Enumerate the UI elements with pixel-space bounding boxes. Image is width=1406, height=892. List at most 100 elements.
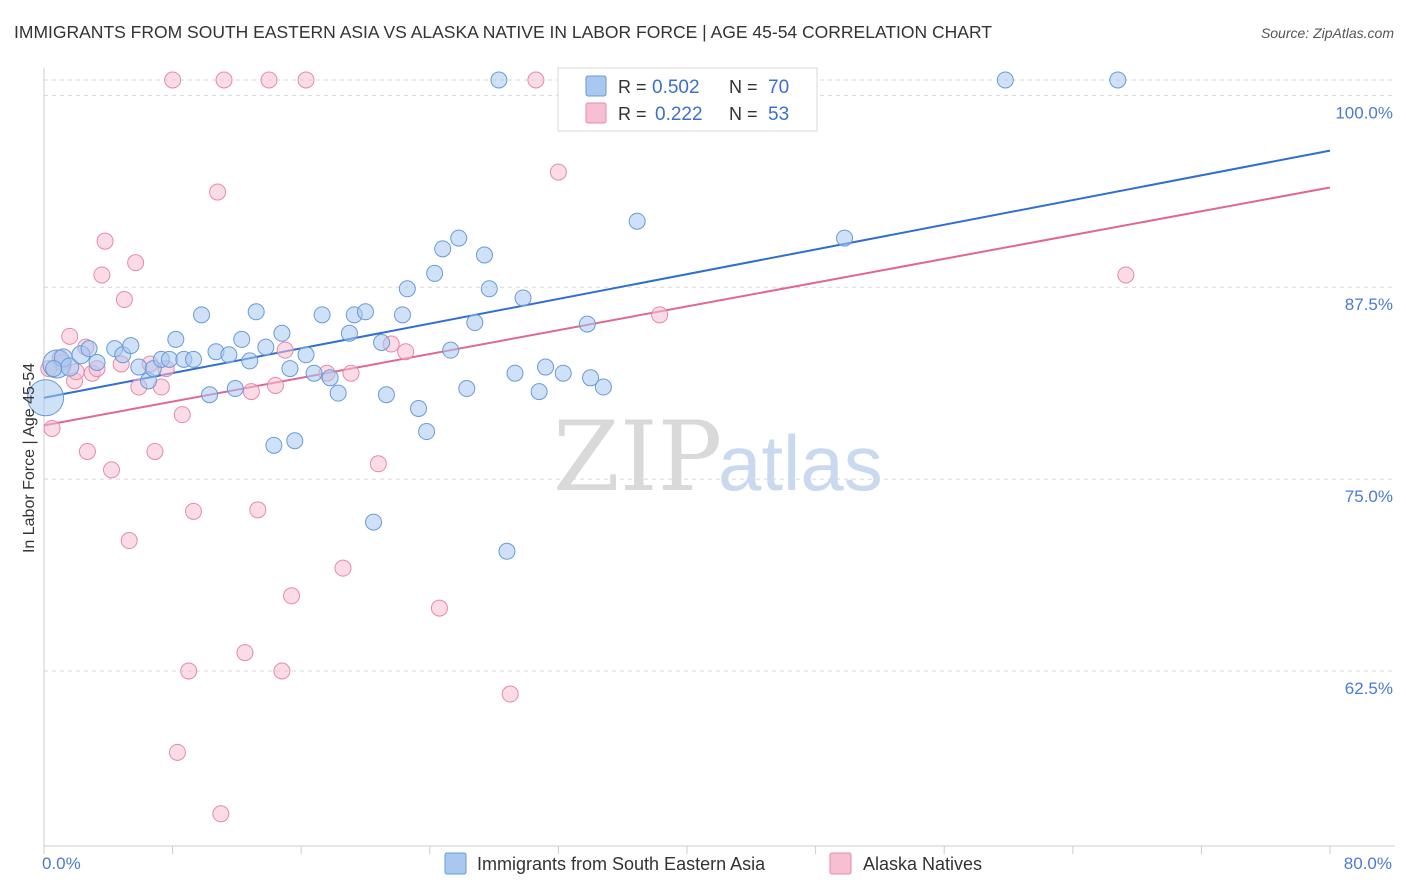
scatter-point-blue xyxy=(996,71,1014,89)
scatter-point-pink xyxy=(342,364,360,382)
series-legend: Immigrants from South Eastern Asia Alask… xyxy=(444,852,982,875)
scatter-point-blue xyxy=(329,384,347,402)
x-tick-label-min: 0.0% xyxy=(42,854,81,873)
scatter-point-pink xyxy=(93,266,111,284)
trend-line-pink xyxy=(43,186,1331,427)
scatter-point-blue xyxy=(201,386,219,404)
scatter-point-pink xyxy=(209,183,227,201)
scatter-point-pink xyxy=(266,376,284,394)
scatter-point-blue xyxy=(836,229,854,247)
scatter-point-pink xyxy=(103,461,121,479)
scatter-point-blue xyxy=(554,364,572,382)
scatter-point-pink xyxy=(78,442,96,460)
stats-legend-r-label: R = xyxy=(618,104,647,124)
scatter-point-blue xyxy=(122,337,140,355)
scatter-point-pink xyxy=(146,442,164,460)
scatter-point-pink xyxy=(215,71,233,89)
axes xyxy=(43,68,1395,854)
scatter-point-blue xyxy=(241,352,259,370)
scatter-point-pink xyxy=(397,343,415,361)
scatter-point-blue xyxy=(286,432,304,450)
scatter-point-blue xyxy=(313,306,331,324)
watermark: ZIP atlas xyxy=(553,401,883,513)
scatter-point-blue xyxy=(27,379,65,417)
stats-legend-r-label: R = xyxy=(618,77,647,97)
trend-line-blue xyxy=(43,149,1331,399)
scatter-point-pink xyxy=(527,71,545,89)
scatter-point-blue xyxy=(426,264,444,282)
scatter-point-blue xyxy=(466,314,484,332)
scatter-point-blue xyxy=(530,383,548,401)
scatter-point-blue xyxy=(273,324,291,342)
scatter-point-blue xyxy=(442,341,460,359)
scatter-point-pink xyxy=(120,532,138,550)
scatter-point-blue xyxy=(498,542,516,560)
scatter-point-pink xyxy=(430,599,448,617)
scatter-point-blue xyxy=(458,380,476,398)
scatter-point-blue xyxy=(377,386,395,404)
series-legend-label-pink: Alaska Natives xyxy=(863,854,982,874)
scatter-point-blue xyxy=(226,380,244,398)
scatter-point-blue xyxy=(88,353,106,371)
series-legend-swatch-blue xyxy=(444,852,467,875)
scatter-point-pink xyxy=(651,306,669,324)
scatter-point-blue xyxy=(1109,71,1127,89)
scatter-point-pink xyxy=(180,662,198,680)
scatter-point-blue xyxy=(365,513,383,531)
scatter-point-blue xyxy=(45,360,63,378)
scatter-point-blue xyxy=(247,303,265,321)
scatter-point-blue xyxy=(514,289,532,307)
scatter-point-blue xyxy=(490,71,508,89)
trend-lines xyxy=(43,149,1331,427)
scatter-point-pink xyxy=(1117,266,1135,284)
chart-title: IMMIGRANTS FROM SOUTH EASTERN ASIA VS AL… xyxy=(14,22,992,42)
scatter-point-pink xyxy=(297,71,315,89)
stats-legend-n-value: 53 xyxy=(768,104,789,125)
scatter-point-pink xyxy=(260,71,278,89)
scatter-point-pink xyxy=(236,644,254,662)
scatter-point-blue xyxy=(434,240,452,258)
stats-legend-n-label: N = xyxy=(729,77,758,97)
scatter-point-blue xyxy=(80,340,98,358)
watermark-zip: ZIP xyxy=(553,401,722,513)
scatter-point-pink xyxy=(184,502,202,520)
scatter-point-blue xyxy=(220,346,238,364)
stats-legend: R = 0.502 N = 70 R = 0.222 N = 53 xyxy=(557,67,818,132)
scatter-point-pink xyxy=(43,419,61,437)
scatter-point-pink xyxy=(212,805,230,823)
scatter-point-pink xyxy=(173,406,191,424)
chart-source: Source: ZipAtlas.com xyxy=(1261,25,1394,41)
stats-legend-r-value: 0.502 xyxy=(652,77,700,98)
scatter-point-blue xyxy=(628,212,646,230)
y-tick-labels: 62.5% 75.0% 87.5% 100.0% xyxy=(1335,103,1393,698)
stats-legend-swatch-pink xyxy=(585,102,607,124)
watermark-atlas: atlas xyxy=(718,419,883,507)
scatter-point-blue xyxy=(506,364,524,382)
scatter-point-blue xyxy=(480,280,498,298)
scatter-point-blue xyxy=(578,315,596,333)
scatter-point-blue xyxy=(265,436,283,454)
stats-legend-n-value: 70 xyxy=(768,77,789,98)
y-tick-label: 75.0% xyxy=(1345,487,1393,506)
scatter-point-blue xyxy=(233,330,251,348)
scatter-point-pink xyxy=(283,587,301,605)
scatter-point-blue xyxy=(357,303,374,321)
scatter-point-pink xyxy=(96,232,114,250)
grid-lines xyxy=(44,79,1395,672)
scatter-point-blue xyxy=(130,358,148,376)
series-legend-swatch-pink xyxy=(829,852,852,875)
scatter-point-pink xyxy=(501,685,519,703)
y-tick-label: 87.5% xyxy=(1345,295,1393,314)
stats-legend-r-value: 0.222 xyxy=(655,104,703,125)
data-points xyxy=(27,71,1135,823)
scatter-point-blue xyxy=(305,364,323,382)
scatter-point-blue xyxy=(160,350,178,368)
scatter-point-pink xyxy=(115,291,133,309)
scatter-point-blue xyxy=(582,369,600,387)
scatter-point-blue xyxy=(475,246,493,264)
scatter-point-blue xyxy=(167,330,185,348)
scatter-point-blue xyxy=(257,338,275,356)
scatter-point-blue xyxy=(594,378,612,396)
stats-legend-swatch-blue xyxy=(585,75,607,97)
